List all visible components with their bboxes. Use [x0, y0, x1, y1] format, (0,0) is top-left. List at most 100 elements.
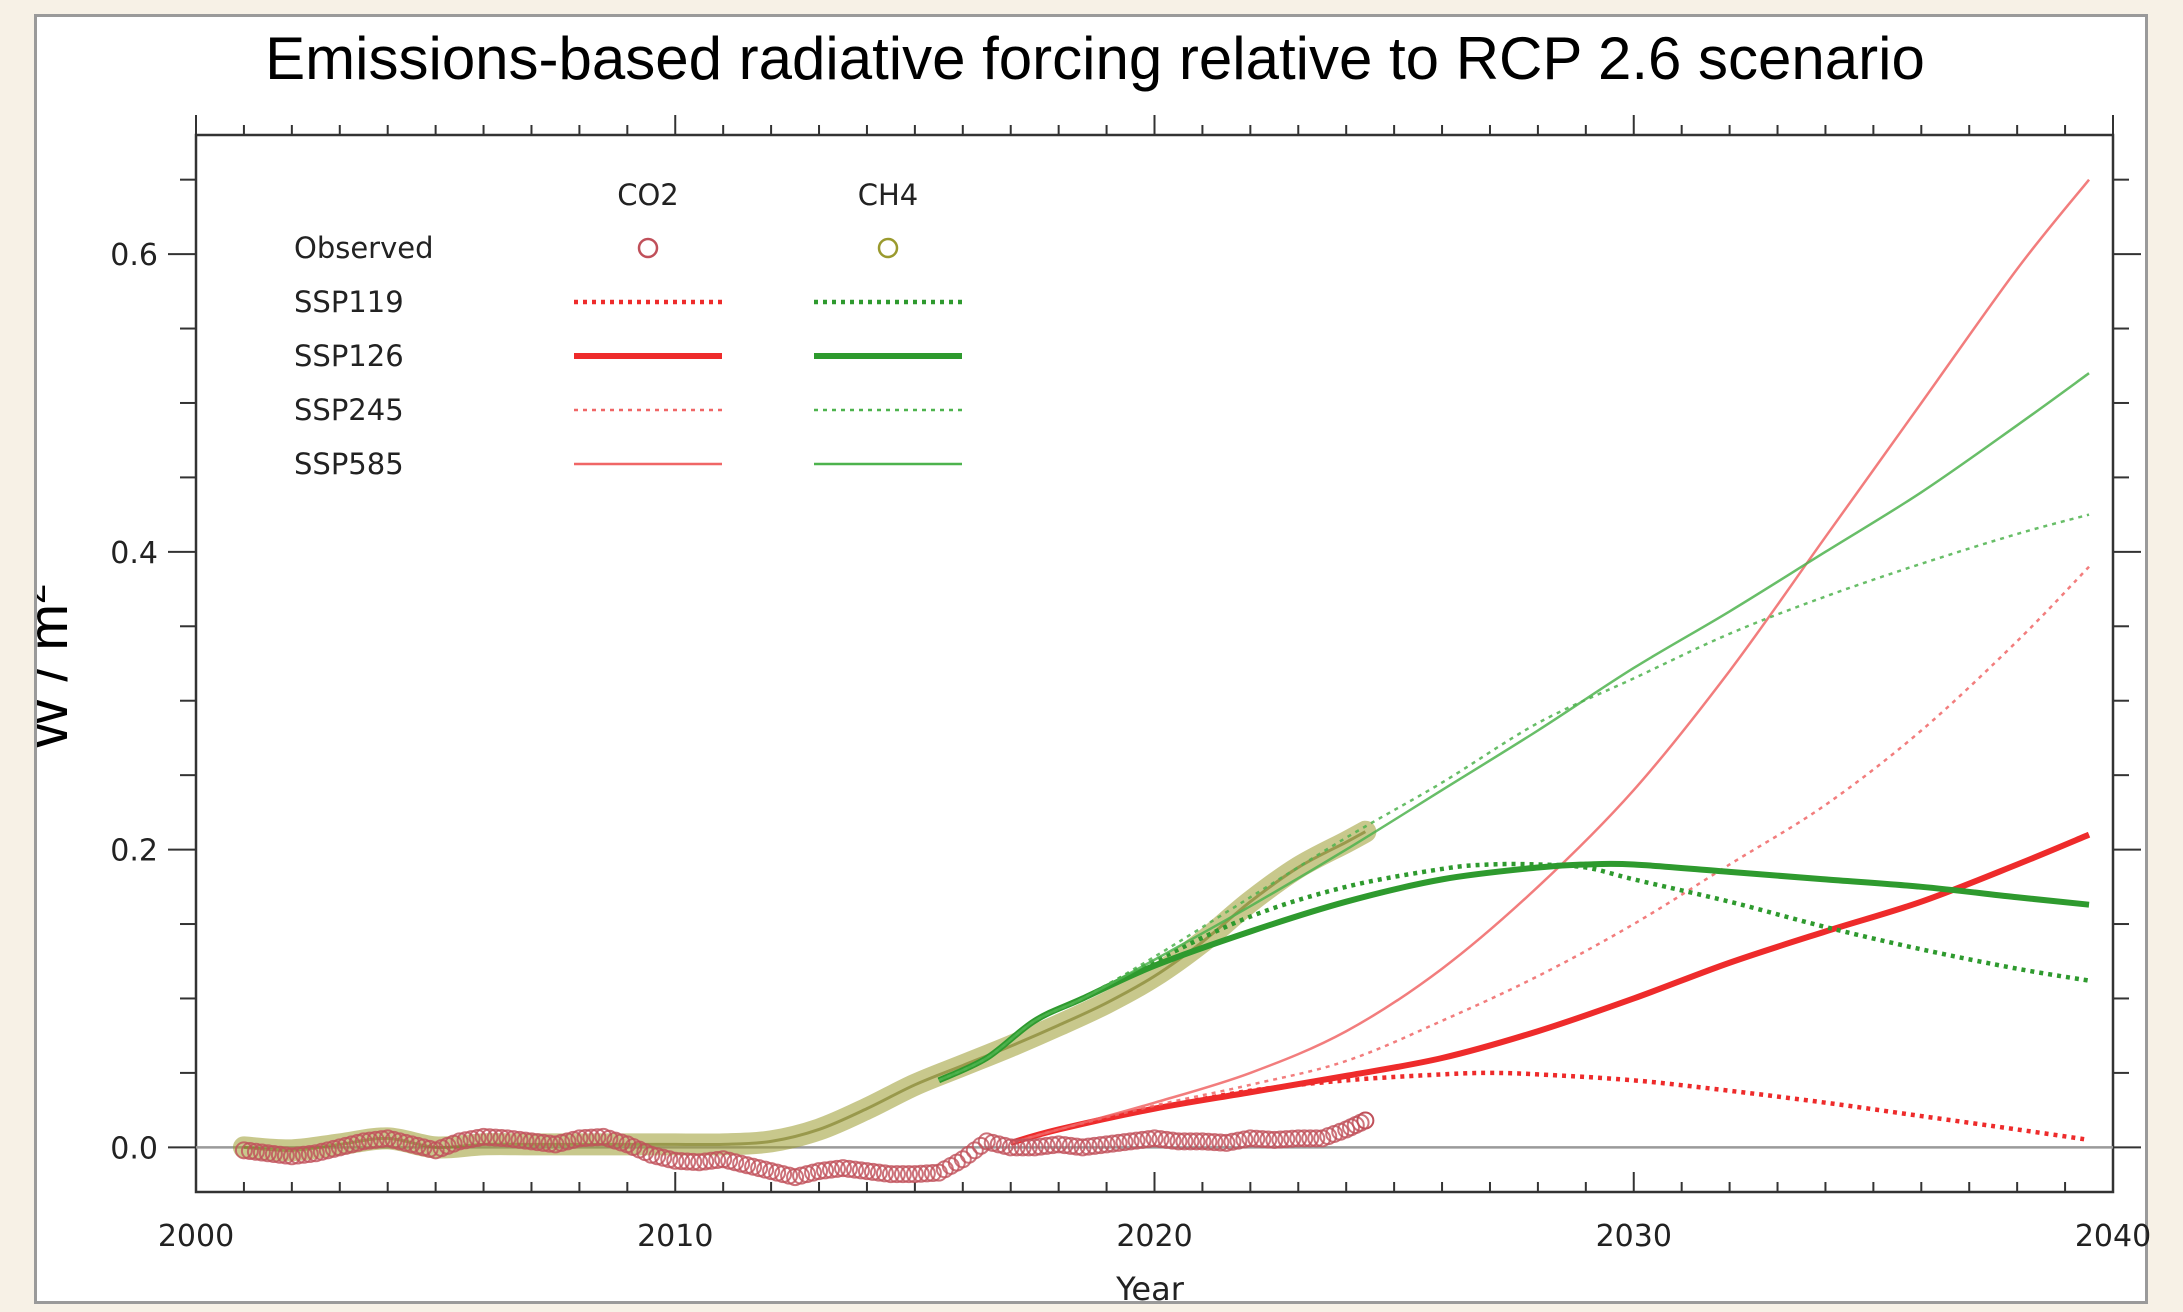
observed-co2-point [1013, 1138, 1032, 1157]
observed-co2-point [264, 1145, 283, 1164]
x-tick-label: 2020 [1116, 1219, 1192, 1254]
observed-co2-point [672, 1152, 691, 1171]
observed-co2-point [276, 1146, 295, 1165]
observed-co2-point [516, 1131, 535, 1150]
observed-co2-point [1055, 1136, 1074, 1155]
observed-co2-point [863, 1162, 882, 1181]
observed-co2-point [570, 1129, 589, 1148]
observed-co2-point [905, 1165, 924, 1184]
observed-co2-point [1157, 1130, 1176, 1149]
observed-co2-point [1061, 1136, 1080, 1155]
observed-co2-point [1097, 1135, 1116, 1154]
x-axis-label: Year [1115, 1270, 1185, 1307]
observed-co2-point [1301, 1129, 1320, 1148]
observed-co2-point [684, 1152, 703, 1171]
observed-co2-point [845, 1160, 864, 1179]
observed-co2-point [1031, 1137, 1050, 1156]
observed-co2-point [474, 1127, 493, 1146]
observed-co2-point [1037, 1136, 1056, 1155]
y-tick-label: 0.4 [110, 536, 158, 571]
observed-co2-point [1193, 1132, 1212, 1151]
observed-co2-point [1019, 1138, 1038, 1157]
observed-co2-point [1133, 1130, 1152, 1149]
observed-co2-point [827, 1159, 846, 1178]
axes-layer: 2000 2010 2020 2030 2040 0.0 0.2 0.4 0.6 [110, 115, 2151, 1254]
observed-co2-point [288, 1146, 307, 1165]
observed-co2-point [246, 1142, 265, 1161]
observed-co2-point [456, 1131, 475, 1150]
observed-co2-point [971, 1136, 990, 1155]
observed-co2-point [1253, 1130, 1272, 1149]
observed-co2-point [1283, 1129, 1302, 1148]
observed-co2-point [582, 1128, 601, 1147]
observed-co2-point [1211, 1133, 1230, 1152]
observed-co2-point [450, 1132, 469, 1151]
observed-co2-point [1121, 1132, 1140, 1151]
observed-co2-point [1247, 1129, 1266, 1148]
series-line-co2-ssp126 [1009, 831, 2091, 1146]
observed-co2-point [1079, 1137, 1098, 1156]
observed-co2-point [1265, 1130, 1284, 1149]
observed-co2-point [486, 1128, 505, 1147]
observed-co2-point [240, 1142, 259, 1161]
observed-co2-point [1289, 1129, 1308, 1148]
observed-co2-point [1145, 1129, 1164, 1148]
observed-co2-point [833, 1159, 852, 1178]
observed-co2-point [822, 1160, 841, 1179]
observed-co2-point [1241, 1129, 1260, 1148]
observed-co2-point [252, 1143, 271, 1162]
observed-co2-point [300, 1145, 319, 1164]
observed-co2-point [1049, 1135, 1068, 1154]
y-tick-label: 0.6 [110, 238, 158, 273]
observed-co2-point [839, 1159, 858, 1178]
observed-co2-point [1007, 1138, 1026, 1157]
observed-co2-point [911, 1164, 930, 1183]
series-line-ch4-ssp126 [937, 860, 2090, 1084]
series-line-ch4-ssp245 [938, 513, 2090, 1082]
legend-row-label-observed: Observed [294, 231, 434, 265]
x-tick-label: 2000 [158, 1219, 234, 1254]
chart-svg: Emissions-based radiative forcing relati… [37, 25, 2151, 1307]
observed-co2-point [1199, 1132, 1218, 1151]
observed-co2-point [708, 1150, 727, 1169]
y-tick-label: 0.2 [110, 834, 158, 869]
observed-co2-point [1103, 1134, 1122, 1153]
observed-co2-point [1205, 1133, 1224, 1152]
observed-co2-point [851, 1161, 870, 1180]
series-line-ch4-ssp119 [937, 861, 2090, 1083]
observed-co2-point [1139, 1130, 1158, 1149]
y-tick-label: 0.0 [110, 1131, 158, 1166]
observed-co2-point [234, 1141, 253, 1160]
legend-header-ch4: CH4 [858, 178, 919, 212]
observed-co2-point [1151, 1130, 1170, 1149]
observed-co2-point [1025, 1138, 1044, 1157]
legend-row-label-ssp119: SSP119 [294, 285, 404, 319]
observed-co2-point [1223, 1132, 1242, 1151]
observed-co2-point [953, 1150, 972, 1169]
observed-co2-point [690, 1153, 709, 1172]
observed-co2-point [354, 1132, 373, 1151]
observed-co2-point [1163, 1131, 1182, 1150]
observed-co2-point [893, 1165, 912, 1184]
legend-row-label-ssp126: SSP126 [294, 339, 404, 373]
x-tick-label: 2010 [637, 1219, 713, 1254]
observed-co2-point [510, 1130, 529, 1149]
observed-co2-point [1175, 1132, 1194, 1151]
observed-co2-point [498, 1129, 517, 1148]
observed-co2-point [1067, 1137, 1086, 1156]
observed-co2-point [1277, 1130, 1296, 1149]
y-axis-label-main: W / m [37, 604, 79, 750]
observed-co2-point [1356, 1111, 1375, 1130]
observed-co2-point [1295, 1129, 1314, 1148]
observed-co2-point [492, 1129, 511, 1148]
observed-ch4-line [243, 830, 1367, 1152]
series-line-co2-ssp245 [1010, 565, 2090, 1145]
observed-co2-point [696, 1152, 715, 1171]
observed-co2-point [270, 1145, 289, 1164]
legend: CO2 CH4 Observed SSP119 SSP126 SSP245 SSP585 [294, 178, 962, 481]
plot-frame [194, 133, 2115, 1194]
observed-co2-point [522, 1132, 541, 1151]
observed-co2-point [887, 1165, 906, 1184]
observed-co2-point [959, 1145, 978, 1164]
observed-co2-point [1259, 1130, 1278, 1149]
